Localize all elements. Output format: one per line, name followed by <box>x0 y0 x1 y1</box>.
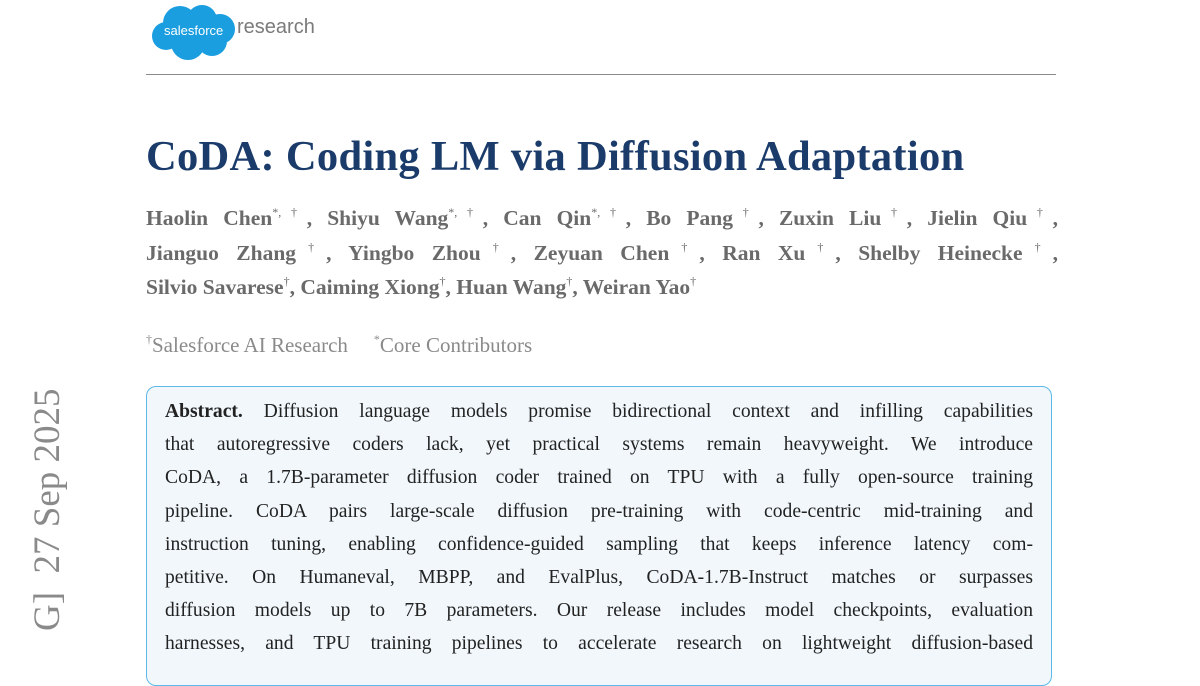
affiliation-name: Core Contributors <box>379 333 533 357</box>
author: Shiyu Wang*,†, <box>327 205 489 230</box>
author-mark: † <box>439 274 446 288</box>
abstract-text: Diffusion language models promise bidire… <box>263 401 1033 422</box>
author-mark: *,† <box>591 205 626 219</box>
author: Jielin Qiu†, <box>927 205 1059 230</box>
author-mark: † <box>690 274 697 288</box>
author: Ran Xu†, <box>722 239 841 265</box>
author-name: Zuxin Liu <box>778 206 882 230</box>
author: Yingbo Zhou†, <box>348 239 517 265</box>
abstract-line: instruction tuning, enabling confidence-… <box>165 533 1033 555</box>
author-mark: † <box>480 239 511 254</box>
abstract-line: petitive. On Humaneval, MBPP, and EvalPl… <box>165 566 1033 588</box>
salesforce-research-logo: salesforce research <box>150 3 320 61</box>
author: Huan Wang†, <box>456 274 578 299</box>
logo-brand-text: salesforce <box>164 23 224 38</box>
abstract-line: that autoregressive coders lack, yet pra… <box>165 434 1033 456</box>
author-name: Yingbo Zhou <box>348 240 481 265</box>
author-name: Weiran Yao <box>582 275 691 299</box>
author: Zuxin Liu†, <box>778 205 913 230</box>
author-mark: † <box>881 205 907 219</box>
author: Jianguo Zhang†, <box>146 239 332 265</box>
affiliations: †Salesforce AI Research *Core Contributor… <box>146 333 532 358</box>
affiliation-name: Salesforce AI Research <box>152 333 348 357</box>
author-name: Jianguo Zhang <box>146 240 297 265</box>
author-name: Caiming Xiong <box>300 275 440 299</box>
author-name: Silvio Savarese <box>146 275 284 299</box>
author-name: Ran Xu <box>722 240 806 265</box>
abstract-line: Abstract. Diffusion language models prom… <box>165 401 1033 434</box>
author-mark: *,† <box>272 205 307 219</box>
author-mark: *,† <box>448 205 483 219</box>
abstract-box: Abstract. Diffusion language models prom… <box>146 386 1052 686</box>
logo-research-text: research <box>237 16 315 38</box>
author-line: Haolin Chen*,†, Shiyu Wang*,†, Can Qin*,… <box>146 206 1058 241</box>
author: Silvio Savarese†, <box>146 274 295 299</box>
author-mark: † <box>732 205 759 219</box>
author-mark: † <box>805 239 836 254</box>
affiliation-mark: * <box>373 332 380 346</box>
author-line: Jianguo Zhang†, Yingbo Zhou†, Zeyuan Che… <box>146 241 1058 276</box>
arxiv-stamp: G] 27 Sep 2025 <box>27 388 68 631</box>
abstract-line: diffusion models up to 7B parameters. Ou… <box>165 600 1033 622</box>
author: Can Qin*,†, <box>503 205 632 230</box>
salesforce-cloud-icon <box>152 5 235 60</box>
author-list: Haolin Chen*,†, Shiyu Wang*,†, Can Qin*,… <box>146 206 1058 310</box>
author-mark: † <box>283 274 290 288</box>
paper-title: CoDA: Coding LM via Diffusion Adaptation <box>146 133 965 180</box>
author: Weiran Yao† <box>583 275 696 299</box>
abstract-line: CoDA, a 1.7B-parameter diffusion coder t… <box>165 467 1033 489</box>
author-mark: † <box>669 239 700 254</box>
author-name: Huan Wang <box>456 275 567 299</box>
author-name: Shiyu Wang <box>327 206 449 230</box>
author-name: Shelby Heinecke <box>858 240 1023 265</box>
affiliation-mark: † <box>146 332 152 346</box>
author-mark: † <box>1022 239 1053 254</box>
author: Zeyuan Chen†, <box>533 239 705 265</box>
author-line: Silvio Savarese†, Caiming Xiong†, Huan W… <box>146 275 1058 310</box>
author: Caiming Xiong†, <box>300 274 451 299</box>
author-mark: † <box>1027 205 1053 219</box>
author-name: Zeyuan Chen <box>533 240 670 265</box>
author-mark: † <box>566 274 573 288</box>
author: Bo Pang†, <box>646 205 764 230</box>
author-name: Jielin Qiu <box>927 206 1028 230</box>
author-name: Bo Pang <box>646 206 733 230</box>
header-divider <box>146 74 1056 75</box>
abstract-line: pipeline. CoDA pairs large-scale diffusi… <box>165 500 1033 522</box>
author: Haolin Chen*,†, <box>146 205 313 230</box>
author-mark: † <box>296 239 327 254</box>
author-name: Haolin Chen <box>146 206 273 230</box>
abstract-label: Abstract. <box>165 401 243 422</box>
author: Shelby Heinecke†, <box>858 239 1059 265</box>
abstract-line: harnesses, and TPU training pipelines to… <box>165 633 1033 655</box>
author-name: Can Qin <box>503 206 592 230</box>
